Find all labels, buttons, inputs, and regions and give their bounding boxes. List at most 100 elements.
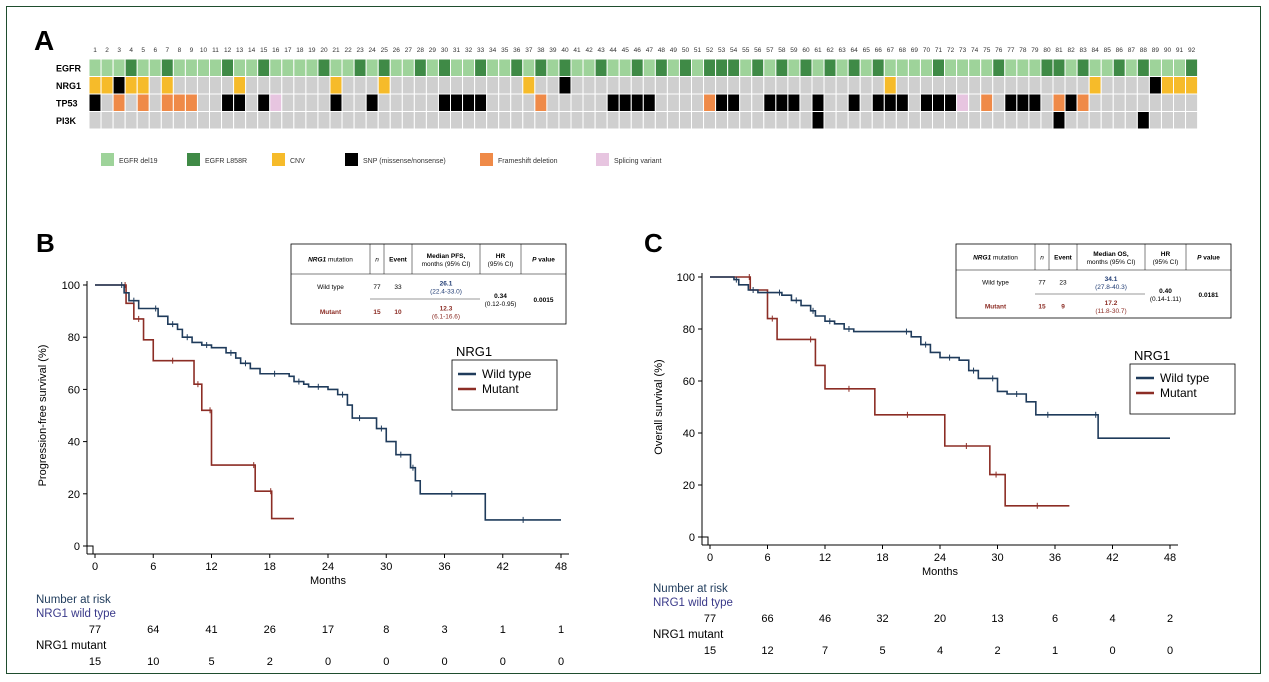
column-number: 15 <box>260 47 268 54</box>
oncoprint-cell <box>968 111 982 130</box>
oncoprint-cell <box>859 76 873 95</box>
risk-mutant-value: 2 <box>994 645 1000 657</box>
oncoprint-cell <box>269 76 283 95</box>
legend-label: Frameshift deletion <box>498 158 558 165</box>
header-mutation: NRG1 mutation <box>308 257 353 264</box>
risk-wild-value: 77 <box>704 613 716 625</box>
column-number: 5 <box>141 47 145 54</box>
oncoprint-cell <box>317 58 331 77</box>
figure-frame <box>6 6 1261 674</box>
oncoprint-cell <box>221 76 235 95</box>
oncoprint-cell <box>1124 58 1138 77</box>
header-hr-sub: (95% CI) <box>1153 259 1179 266</box>
oncoprint-cell <box>763 76 777 95</box>
oncoprint-cell <box>365 93 379 112</box>
oncoprint-cell <box>666 93 680 112</box>
column-number: 68 <box>899 47 907 54</box>
risk-mutant-value: 0 <box>1109 645 1115 657</box>
oncoprint-cell <box>907 111 921 130</box>
legend-swatch <box>480 153 493 166</box>
oncoprint-cell <box>678 93 693 112</box>
pfs-km-plot: 0 6 12 18 24 30 36 42 48 0 20 40 60 80 100 Months Progre… <box>37 280 569 587</box>
column-number: 23 <box>357 47 365 54</box>
oncoprint-cell <box>895 76 909 95</box>
column-number: 63 <box>839 47 847 54</box>
oncoprint-cell <box>727 76 741 95</box>
oncoprint-cell <box>88 58 102 77</box>
axis-break <box>702 536 709 545</box>
column-number: 64 <box>851 47 859 54</box>
oncoprint-cell <box>486 93 500 112</box>
oncoprint-cell <box>365 58 379 77</box>
legend-label: SNP (missense/nonsense) <box>363 158 446 165</box>
oncoprint-cell <box>136 76 150 95</box>
oncoprint-cell <box>775 93 789 112</box>
oncoprint-cell <box>630 58 644 77</box>
oncoprint-cell <box>1028 111 1042 130</box>
oncoprint-cell <box>1064 76 1078 95</box>
oncoprint-cell <box>606 58 620 77</box>
oncoprint-cell <box>883 93 897 112</box>
oncoprint-cell <box>727 58 741 77</box>
oncoprint-cell <box>594 76 608 95</box>
risk-mutant-value: 0 <box>1167 645 1173 657</box>
oncoprint-cell <box>739 93 753 112</box>
oncoprint-cell <box>1185 76 1199 95</box>
oncoprint-cell <box>377 76 391 95</box>
oncoprint-cell <box>522 111 536 130</box>
oncoprint-cell <box>1160 76 1174 95</box>
column-number: 6 <box>153 47 157 54</box>
column-number: 3 <box>117 47 121 54</box>
pfs-number-at-risk: Number at risk NRG1 wild type 77 64 41 26 17 8 3… <box>36 594 564 668</box>
oncoprint-cell <box>895 93 909 112</box>
oncoprint-cell <box>992 93 1006 112</box>
gene-label: NRG1 <box>56 81 81 91</box>
panel-b: B NRG1 mutation n Event Median PFS,months (… <box>36 228 569 668</box>
oncoprint-cell <box>859 111 873 130</box>
oncoprint-cell <box>389 111 403 130</box>
y-tick-label: 40 <box>683 428 695 440</box>
table-border <box>955 243 1232 319</box>
table-hr-ci: (0.12-0.95) <box>485 301 517 308</box>
oncoprint-cell <box>606 111 620 130</box>
column-number: 34 <box>489 47 497 54</box>
oncoprint-cell <box>691 58 705 77</box>
risk-mutant-value: 4 <box>937 645 943 657</box>
oncoprint-cell <box>245 58 259 77</box>
risk-mutant-value: 2 <box>267 656 273 668</box>
header-n: n <box>375 257 379 264</box>
x-tick-label: 48 <box>1164 552 1176 564</box>
oncoprint-cell <box>401 58 415 77</box>
oncoprint-cell <box>341 58 355 77</box>
oncoprint-cell <box>618 111 632 130</box>
oncoprint-cell <box>498 76 512 95</box>
column-number: 29 <box>429 47 437 54</box>
x-tick-label: 24 <box>322 561 334 573</box>
column-number: 44 <box>610 47 618 54</box>
row-mutant-median: 12.3 <box>440 306 453 313</box>
y-tick-label: 80 <box>683 324 695 336</box>
oncoprint-cell <box>907 58 921 77</box>
oncoprint-cell <box>317 93 331 112</box>
oncoprint-cell <box>184 93 198 112</box>
x-tick-label: 36 <box>1049 552 1061 564</box>
row-wild-n: 77 <box>1038 280 1046 287</box>
oncoprint-cell <box>811 111 825 130</box>
oncoprint-cell <box>835 111 849 130</box>
oncoprint-cell <box>401 93 415 112</box>
column-number: 38 <box>537 47 545 54</box>
oncoprint-cell <box>148 93 162 112</box>
oncoprint-cell <box>618 76 632 95</box>
gene-label: PI3K <box>56 116 77 126</box>
risk-wild-value: 1 <box>500 624 506 636</box>
oncoprint-cell <box>437 76 452 95</box>
oncoprint-cell <box>136 111 150 130</box>
risk-mutant-value: 0 <box>558 656 564 668</box>
oncoprint-cell <box>715 76 729 95</box>
column-number: 37 <box>525 47 533 54</box>
oncoprint-cell <box>281 58 295 77</box>
y-axis-title: Progression-free survival (%) <box>37 345 49 487</box>
oncoprint-cell <box>582 76 596 95</box>
oncoprint-cell <box>341 93 355 112</box>
oncoprint-cell <box>498 93 512 112</box>
